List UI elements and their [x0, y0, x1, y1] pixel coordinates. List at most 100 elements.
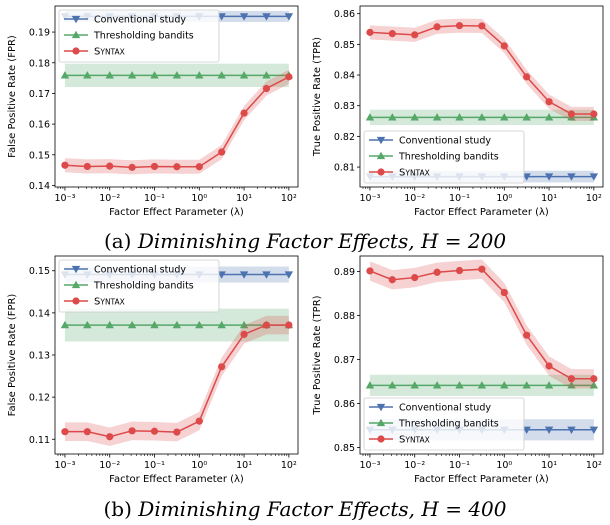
chart-panel-2: 0.81 0.82 0.83 0.84 0.85 0.86 10⁻³ 10⁻² 10⁻¹ 10⁰ 1…	[312, 6, 603, 218]
data-point	[389, 30, 396, 37]
legend-marker	[377, 435, 384, 442]
legend-label: Conventional study	[399, 403, 491, 414]
y-tick-label: 0.86	[334, 399, 355, 410]
data-point	[61, 428, 68, 435]
data-point	[545, 98, 552, 105]
x-tick-label: 10⁰	[191, 460, 207, 471]
x-tick-label: 10⁻¹	[449, 460, 470, 471]
x-tick-label: 10⁻¹	[144, 460, 165, 471]
data-point	[173, 428, 180, 435]
x-axis-label: Factor Effect Parameter (λ)	[109, 474, 244, 485]
legend-label: SYNTAX	[399, 168, 430, 179]
series-thresholding-bandits	[61, 64, 293, 87]
data-point	[218, 363, 225, 370]
y-tick-label: 0.18	[29, 58, 50, 69]
x-tick-label: 10⁻¹	[449, 193, 470, 204]
y-tick-label: 0.87	[334, 355, 355, 366]
data-point	[240, 109, 247, 116]
legend-label: Conventional study	[399, 136, 491, 147]
y-tick-label: 0.17	[29, 89, 50, 100]
data-point	[151, 428, 158, 435]
y-tick-label: 0.86	[334, 9, 355, 20]
legend-label: SYNTAX	[399, 435, 430, 446]
y-tick-label: 0.11	[29, 435, 50, 446]
data-point	[456, 22, 463, 29]
data-point	[263, 85, 270, 92]
y-tick-label: 0.83	[334, 101, 355, 112]
x-tick-label: 10⁰	[191, 193, 207, 204]
x-tick-label: 10⁻²	[404, 460, 425, 471]
data-point	[240, 331, 247, 338]
x-tick-label: 10²	[586, 460, 602, 471]
y-tick-label: 0.85	[334, 40, 355, 51]
legend: Conventional study Thresholding bandits SY…	[59, 260, 219, 312]
data-point	[568, 110, 575, 117]
x-axis-label: Factor Effect Parameter (λ)	[109, 207, 244, 218]
y-tick-label: 0.14	[29, 308, 50, 319]
data-point	[456, 267, 463, 274]
data-point	[478, 22, 485, 29]
data-point	[106, 433, 113, 440]
caption-a: (a) Diminishing Factor Effects, H = 200	[0, 229, 610, 253]
y-tick-label: 0.82	[334, 132, 355, 143]
y-axis-label: False Positive Rate (FPR)	[7, 35, 18, 158]
x-axis-label: Factor Effect Parameter (λ)	[414, 474, 549, 485]
legend: Conventional study Thresholding bandits SY…	[364, 398, 524, 450]
x-tick-label: 10⁻³	[54, 193, 75, 204]
data-point	[263, 321, 270, 328]
legend-marker	[72, 47, 79, 54]
y-tick-label: 0.15	[29, 150, 50, 161]
caption-b: (b) Diminishing Factor Effects, H = 400	[0, 497, 610, 521]
data-point	[106, 163, 113, 170]
legend-label: Thresholding bandits	[93, 31, 194, 42]
x-tick-label: 10²	[586, 193, 602, 204]
series-line	[65, 325, 289, 437]
caption-a-label: (a)	[104, 229, 132, 253]
caption-b-text: Diminishing Factor Effects,	[138, 497, 415, 521]
data-point	[173, 163, 180, 170]
data-point	[411, 31, 418, 38]
y-axis-label: False Positive Rate (FPR)	[7, 294, 18, 417]
caption-a-math: H = 200	[421, 229, 506, 253]
data-point	[128, 164, 135, 171]
data-point	[196, 163, 203, 170]
x-tick-label: 10¹	[236, 193, 252, 204]
series-syntax	[366, 19, 597, 121]
legend-label: Thresholding bandits	[93, 281, 194, 292]
data-point	[151, 163, 158, 170]
data-point	[433, 269, 440, 276]
y-tick-label: 0.81	[334, 163, 355, 174]
x-tick-label: 10¹	[236, 460, 252, 471]
x-tick-label: 10⁻³	[359, 193, 380, 204]
data-point	[285, 73, 292, 80]
y-tick-label: 0.15	[29, 266, 50, 277]
data-point	[590, 110, 597, 117]
y-tick-label: 0.16	[29, 120, 50, 131]
data-point	[61, 162, 68, 169]
data-point	[84, 428, 91, 435]
data-point	[218, 148, 225, 155]
series-syntax	[366, 260, 597, 389]
legend-label: SYNTAX	[94, 297, 125, 308]
data-point	[523, 73, 530, 80]
x-tick-label: 10¹	[541, 193, 557, 204]
legend-label: Conventional study	[94, 15, 186, 26]
legend-label: SYNTAX	[94, 47, 125, 58]
chart-panel-3: 0.11 0.12 0.13 0.14 0.15 10⁻³ 10⁻² 10⁻¹ 10⁰ 10¹ 10…	[7, 256, 298, 485]
x-tick-label: 10⁻²	[404, 193, 425, 204]
y-tick-label: 0.19	[29, 28, 50, 39]
y-tick-label: 0.14	[29, 181, 50, 192]
data-point	[478, 266, 485, 273]
data-point	[128, 427, 135, 434]
x-tick-label: 10¹	[541, 460, 557, 471]
x-tick-label: 10⁰	[496, 193, 512, 204]
data-point	[196, 418, 203, 425]
legend-marker	[377, 168, 384, 175]
y-tick-label: 0.84	[334, 71, 355, 82]
y-axis-label: True Positive Rate (TPR)	[312, 37, 323, 157]
data-point	[568, 375, 575, 382]
x-tick-label: 10⁻³	[54, 460, 75, 471]
data-point	[545, 362, 552, 369]
data-point	[366, 267, 373, 274]
